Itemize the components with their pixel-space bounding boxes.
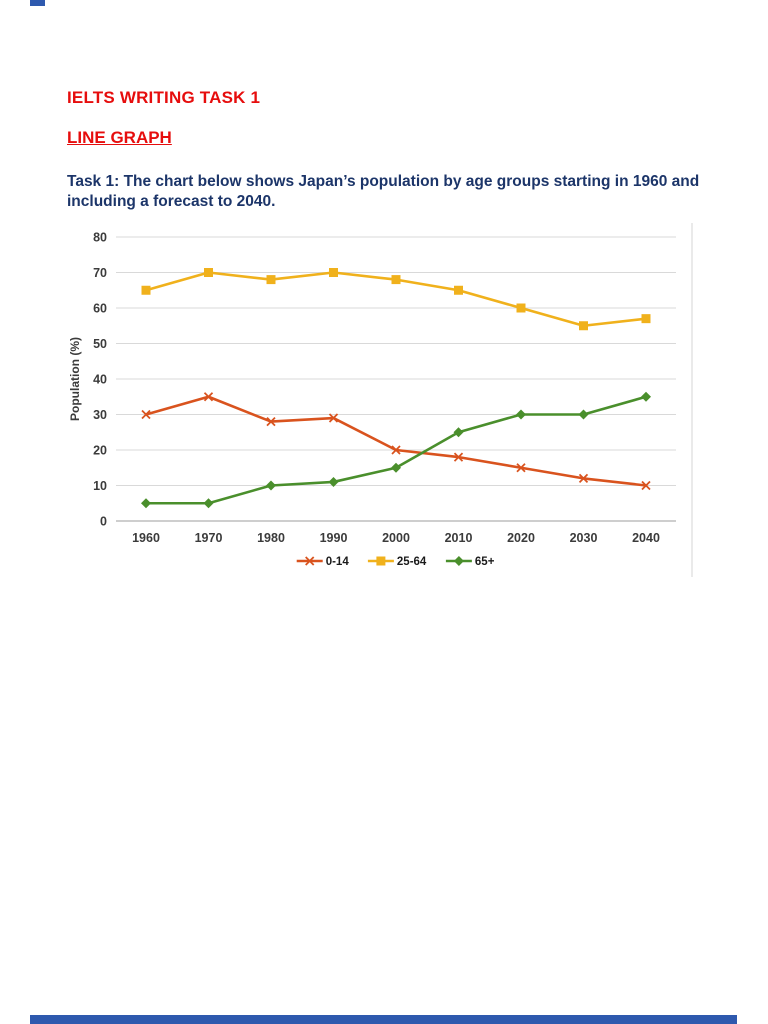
svg-text:2000: 2000: [382, 531, 410, 545]
svg-text:25-64: 25-64: [397, 556, 427, 568]
svg-text:2010: 2010: [445, 531, 473, 545]
page-bottom-bar: [30, 1015, 737, 1024]
svg-text:1960: 1960: [132, 531, 160, 545]
svg-text:2040: 2040: [632, 531, 660, 545]
task-description: Task 1: The chart below shows Japan’s po…: [67, 173, 700, 211]
svg-text:50: 50: [93, 337, 107, 351]
svg-text:30: 30: [93, 408, 107, 422]
series-0-14: [141, 392, 651, 491]
svg-text:0: 0: [100, 514, 107, 528]
svg-text:70: 70: [93, 266, 107, 280]
chart-legend: 0-14 25-64 65+: [296, 555, 495, 568]
svg-text:2030: 2030: [570, 531, 598, 545]
svg-text:1980: 1980: [257, 531, 285, 545]
svg-text:40: 40: [93, 372, 107, 386]
page-top-marker: [30, 0, 45, 6]
svg-text:80: 80: [93, 230, 107, 244]
svg-text:1990: 1990: [320, 531, 348, 545]
heading-line-graph: LINE GRAPH: [67, 128, 172, 147]
heading-ielts-task: IELTS WRITING TASK 1: [67, 88, 261, 107]
svg-text:60: 60: [93, 301, 107, 315]
y-axis-title: Population (%): [68, 337, 82, 421]
svg-text:10: 10: [93, 479, 107, 493]
document-page: IELTS WRITING TASK 1 LINE GRAPH Task 1: …: [30, 0, 737, 1024]
svg-text:20: 20: [93, 443, 107, 457]
document-content: IELTS WRITING TASK 1 LINE GRAPH Task 1: …: [67, 88, 700, 577]
series-65+: [141, 391, 651, 509]
series-25-64: [141, 267, 651, 331]
svg-text:1970: 1970: [195, 531, 223, 545]
svg-text:2020: 2020: [507, 531, 535, 545]
svg-text:0-14: 0-14: [326, 556, 350, 568]
svg-text:65+: 65+: [475, 556, 495, 568]
